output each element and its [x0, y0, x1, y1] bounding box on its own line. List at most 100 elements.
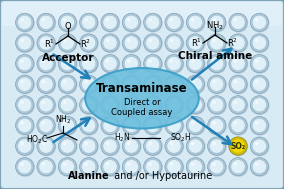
Circle shape [186, 75, 204, 93]
Circle shape [251, 14, 269, 32]
Circle shape [84, 80, 88, 84]
Circle shape [250, 158, 268, 176]
Circle shape [122, 54, 140, 73]
Circle shape [101, 96, 119, 114]
Circle shape [170, 121, 173, 125]
Circle shape [229, 75, 247, 93]
Circle shape [123, 55, 141, 73]
Circle shape [231, 139, 245, 153]
Circle shape [252, 139, 266, 153]
Circle shape [105, 18, 109, 22]
Text: and /or Hypotaurine: and /or Hypotaurine [111, 171, 212, 181]
Circle shape [41, 100, 45, 104]
Circle shape [60, 77, 74, 91]
Circle shape [58, 158, 76, 176]
Circle shape [144, 34, 162, 53]
Circle shape [37, 54, 55, 73]
Circle shape [37, 34, 55, 52]
Circle shape [144, 54, 162, 73]
Circle shape [84, 142, 88, 145]
Circle shape [58, 34, 76, 52]
Circle shape [101, 13, 119, 31]
Circle shape [101, 75, 119, 93]
Circle shape [80, 137, 98, 156]
Circle shape [231, 57, 245, 71]
Circle shape [16, 96, 34, 114]
Circle shape [16, 55, 34, 73]
Circle shape [229, 137, 248, 156]
Circle shape [210, 139, 224, 153]
Circle shape [103, 98, 117, 112]
Circle shape [80, 13, 98, 31]
Circle shape [231, 15, 245, 29]
Circle shape [39, 57, 53, 71]
Circle shape [18, 77, 32, 91]
Circle shape [252, 118, 266, 132]
Circle shape [146, 160, 160, 174]
Circle shape [187, 117, 205, 135]
Circle shape [250, 34, 268, 52]
Circle shape [167, 118, 181, 132]
Circle shape [250, 96, 268, 114]
Circle shape [170, 18, 173, 22]
Circle shape [208, 158, 226, 176]
Circle shape [208, 137, 226, 156]
Circle shape [41, 162, 45, 166]
Circle shape [127, 80, 131, 84]
Circle shape [191, 121, 195, 125]
Text: Transaminase: Transaminase [96, 82, 188, 95]
Circle shape [80, 158, 98, 176]
Circle shape [188, 77, 202, 91]
Circle shape [123, 117, 141, 135]
Circle shape [124, 139, 138, 153]
Circle shape [144, 14, 162, 32]
Circle shape [105, 142, 109, 145]
Circle shape [188, 139, 202, 153]
Circle shape [165, 96, 183, 114]
Circle shape [16, 34, 34, 53]
Circle shape [191, 59, 195, 63]
Circle shape [233, 121, 237, 125]
Circle shape [170, 38, 173, 42]
Circle shape [146, 118, 160, 132]
Circle shape [16, 34, 34, 52]
Circle shape [103, 160, 117, 174]
Circle shape [210, 57, 224, 71]
Circle shape [170, 162, 173, 166]
Circle shape [255, 162, 259, 166]
Circle shape [229, 34, 248, 53]
Circle shape [122, 34, 140, 52]
Circle shape [101, 34, 120, 53]
Circle shape [58, 116, 76, 135]
Circle shape [101, 55, 120, 73]
Circle shape [60, 160, 74, 174]
Circle shape [63, 59, 67, 63]
Circle shape [58, 54, 76, 73]
Circle shape [146, 139, 160, 153]
Circle shape [103, 36, 117, 50]
Circle shape [148, 162, 152, 166]
Circle shape [80, 117, 98, 135]
Circle shape [233, 18, 237, 22]
Circle shape [122, 13, 140, 31]
Circle shape [82, 139, 96, 153]
Circle shape [148, 18, 152, 22]
Circle shape [103, 77, 117, 91]
Circle shape [251, 158, 269, 176]
Circle shape [233, 80, 237, 84]
Circle shape [165, 13, 183, 31]
Circle shape [191, 80, 195, 84]
Ellipse shape [85, 68, 199, 129]
Circle shape [16, 75, 34, 93]
Circle shape [167, 160, 181, 174]
Circle shape [250, 116, 268, 135]
Circle shape [251, 96, 269, 114]
Circle shape [231, 139, 245, 153]
Circle shape [188, 98, 202, 112]
Circle shape [188, 57, 202, 71]
Circle shape [41, 18, 45, 22]
Circle shape [146, 15, 160, 29]
Circle shape [187, 14, 205, 32]
Circle shape [16, 54, 34, 73]
Circle shape [144, 158, 162, 176]
